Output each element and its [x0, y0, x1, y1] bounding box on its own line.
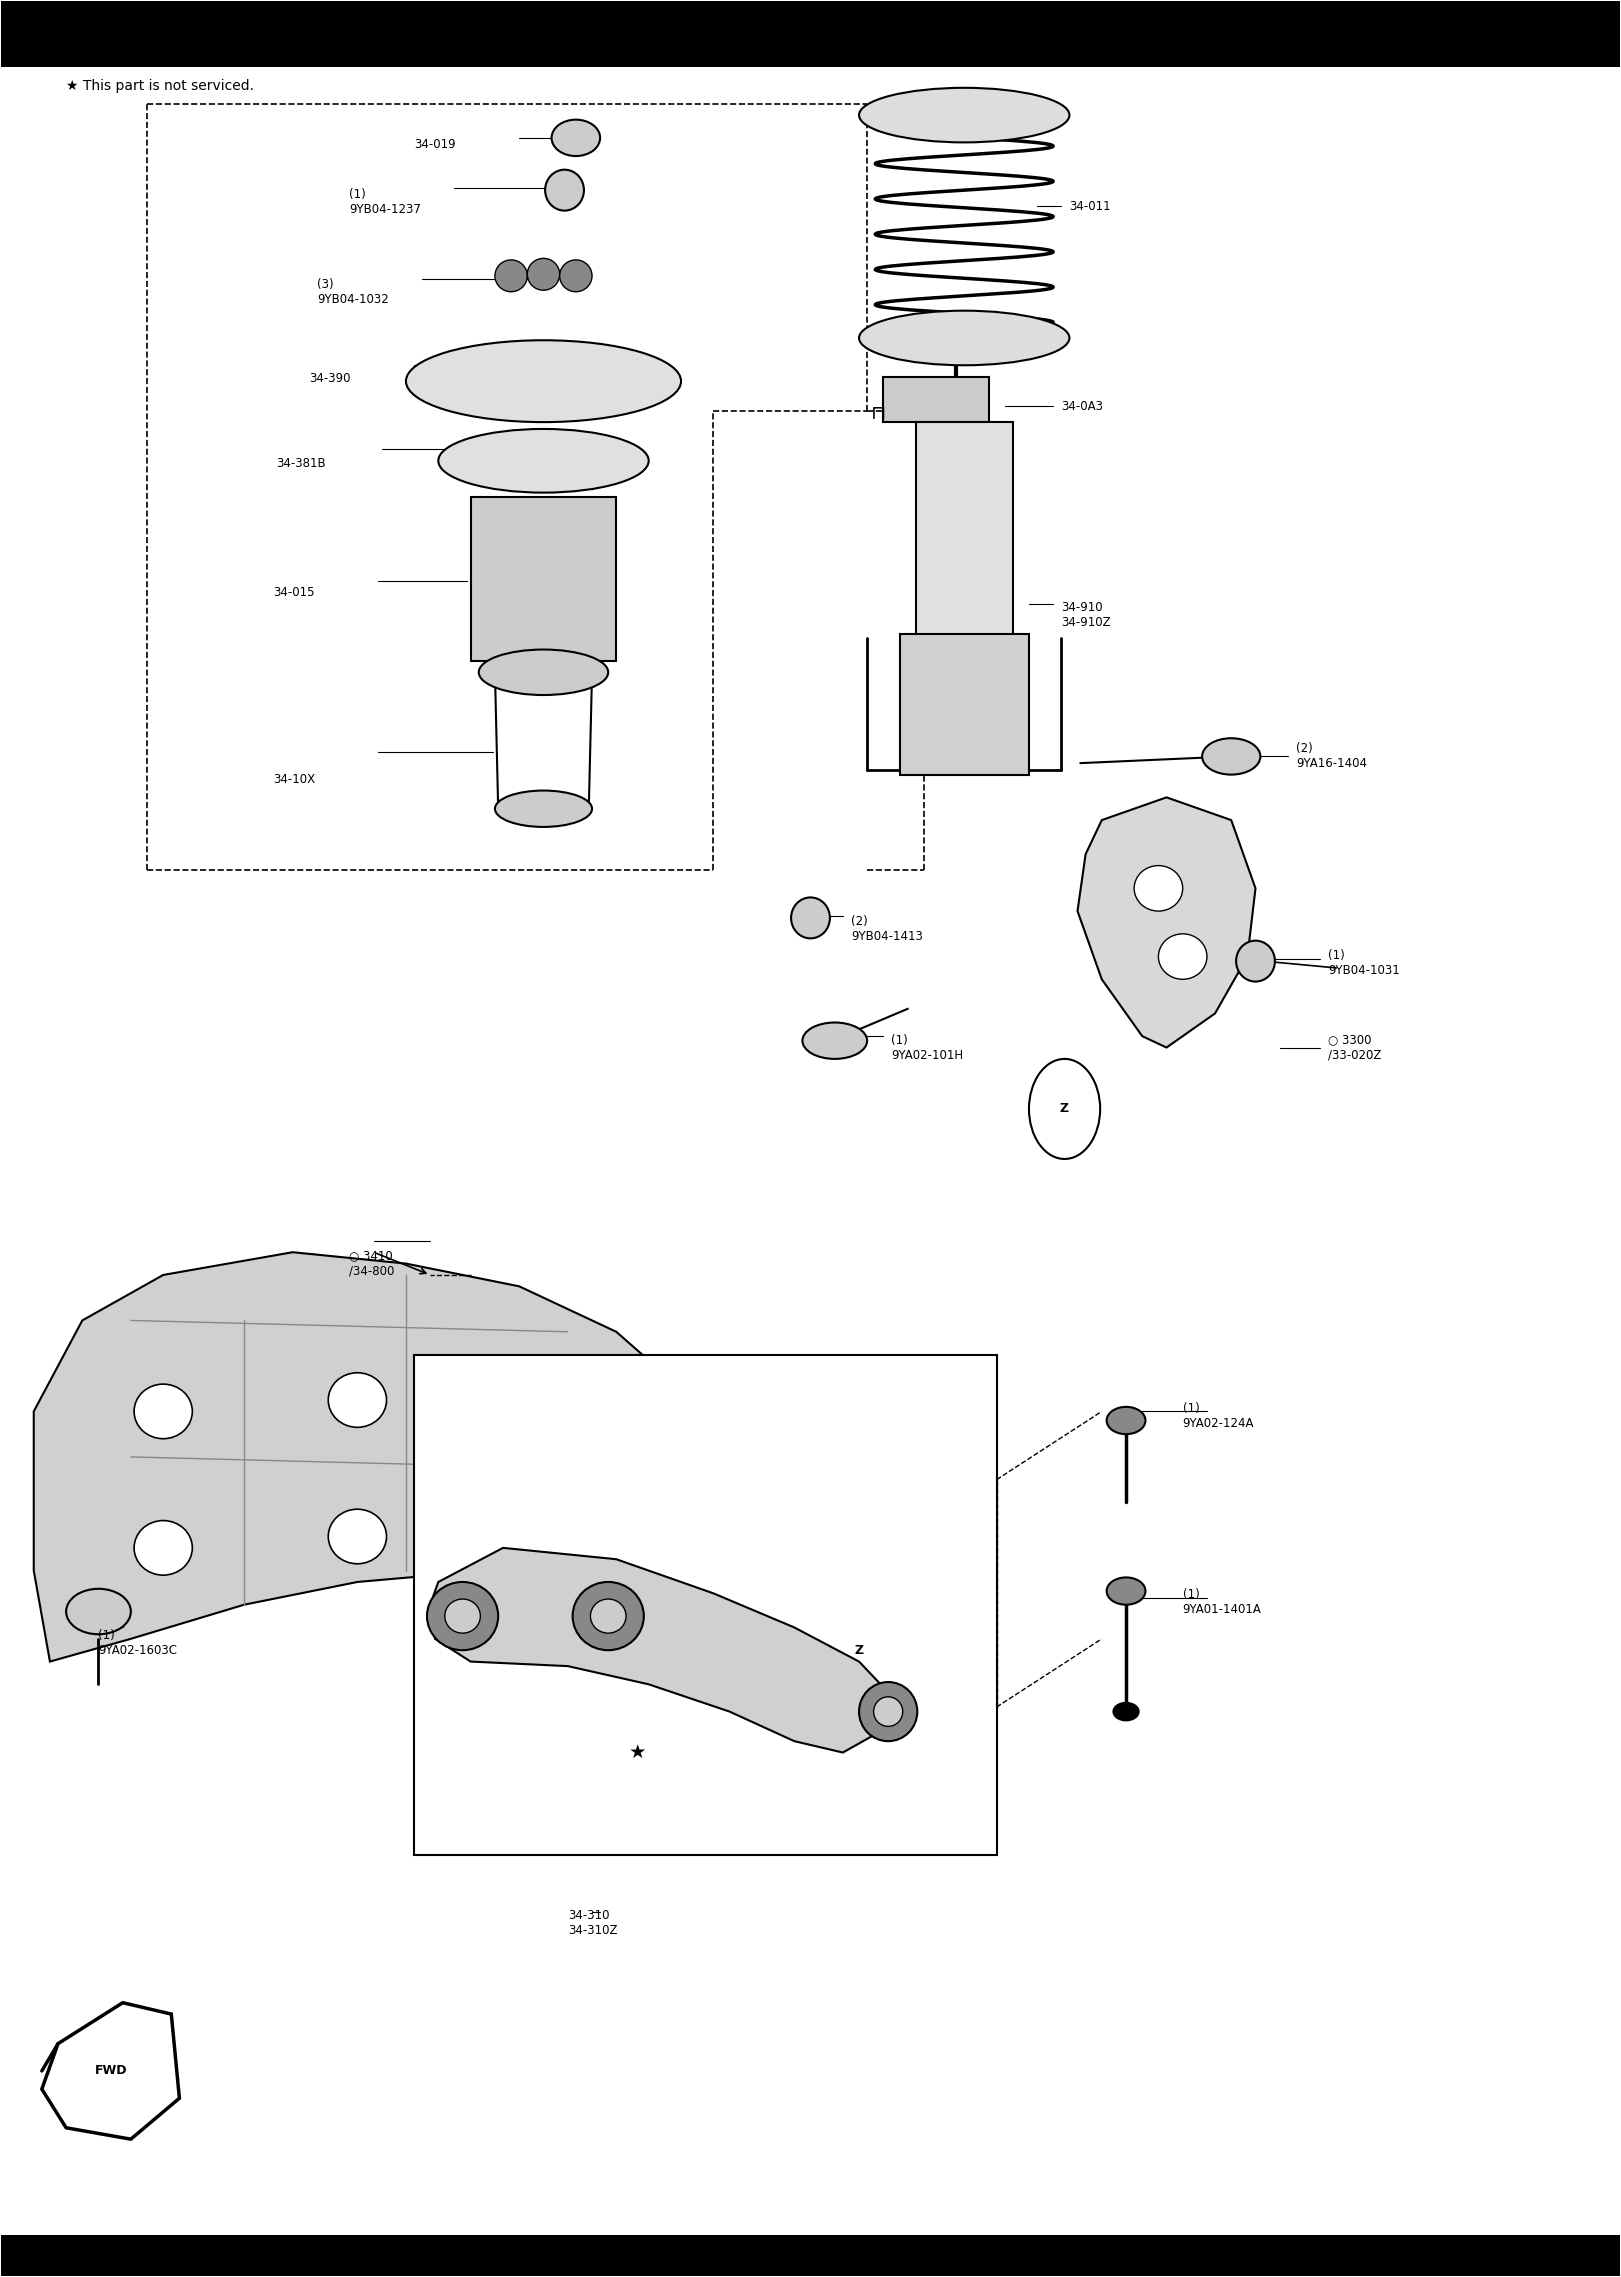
Text: 34-019: 34-019 [413, 139, 456, 150]
Ellipse shape [551, 121, 600, 157]
Text: FWD: FWD [96, 2065, 128, 2077]
Text: ⊓: ⊓ [870, 403, 887, 421]
Text: Z: Z [854, 1644, 864, 1658]
Ellipse shape [859, 89, 1070, 143]
Ellipse shape [859, 1683, 917, 1742]
Text: ★: ★ [629, 1742, 647, 1762]
Ellipse shape [1203, 738, 1261, 774]
Ellipse shape [572, 1583, 644, 1651]
Polygon shape [430, 1548, 892, 1753]
FancyBboxPatch shape [900, 633, 1029, 774]
Text: 34-381B: 34-381B [277, 458, 326, 469]
Text: 34-310
34-310Z: 34-310 34-310Z [567, 1908, 618, 1938]
Text: ★ This part is not serviced.: ★ This part is not serviced. [66, 77, 254, 93]
Text: 34-910
34-910Z: 34-910 34-910Z [1062, 601, 1110, 628]
Text: 34-470: 34-470 [494, 1660, 537, 1674]
Ellipse shape [478, 649, 608, 694]
Text: 34-390: 34-390 [310, 373, 350, 385]
Text: ○ 3300
/33-020Z: ○ 3300 /33-020Z [1328, 1034, 1381, 1061]
FancyBboxPatch shape [2, 2234, 1619, 2275]
Ellipse shape [494, 260, 527, 291]
Ellipse shape [859, 310, 1070, 364]
FancyBboxPatch shape [883, 376, 989, 421]
Text: Z: Z [1060, 1102, 1070, 1116]
Ellipse shape [329, 1373, 386, 1428]
Text: 34-011: 34-011 [1070, 200, 1110, 212]
Text: 34-0A3: 34-0A3 [1062, 401, 1104, 412]
FancyBboxPatch shape [470, 496, 616, 660]
Text: (1)
9YA01-1401A: (1) 9YA01-1401A [1183, 1589, 1261, 1617]
Text: (1)
9YA02-101H: (1) 9YA02-101H [892, 1034, 963, 1061]
Text: (1)
9YA02-1603C: (1) 9YA02-1603C [99, 1630, 177, 1658]
Ellipse shape [1107, 1578, 1146, 1605]
Polygon shape [42, 2004, 180, 2138]
Ellipse shape [1114, 1703, 1140, 1721]
Ellipse shape [538, 1384, 597, 1439]
Text: (2)
9YA16-1404: (2) 9YA16-1404 [1295, 742, 1367, 770]
Ellipse shape [1237, 940, 1276, 981]
Ellipse shape [135, 1521, 193, 1576]
Polygon shape [1078, 797, 1256, 1047]
Ellipse shape [545, 171, 584, 209]
Ellipse shape [66, 1589, 131, 1635]
Text: 34-10X: 34-10X [274, 772, 316, 786]
FancyBboxPatch shape [916, 421, 1013, 638]
Text: (1)
9YB04-1237: (1) 9YB04-1237 [349, 187, 421, 216]
Ellipse shape [559, 260, 592, 291]
Ellipse shape [405, 339, 681, 421]
Text: 34-015: 34-015 [274, 585, 314, 599]
FancyBboxPatch shape [2, 2, 1619, 68]
Ellipse shape [802, 1022, 867, 1059]
Ellipse shape [1135, 865, 1183, 911]
Ellipse shape [1107, 1407, 1146, 1435]
Ellipse shape [874, 1696, 903, 1726]
Ellipse shape [426, 1583, 498, 1651]
Ellipse shape [590, 1598, 626, 1633]
FancyBboxPatch shape [413, 1355, 997, 1856]
Text: (1)
9YA02-124A: (1) 9YA02-124A [1183, 1403, 1255, 1430]
Ellipse shape [791, 897, 830, 938]
Polygon shape [34, 1252, 681, 1662]
Ellipse shape [538, 1521, 597, 1576]
Ellipse shape [444, 1598, 480, 1633]
Text: (2)
9YB04-1413: (2) 9YB04-1413 [851, 915, 922, 943]
Ellipse shape [1159, 934, 1208, 979]
Ellipse shape [329, 1510, 386, 1564]
Ellipse shape [527, 257, 559, 289]
Text: (1)
9YB04-1031: (1) 9YB04-1031 [1328, 950, 1401, 977]
Text: ○ 3410
/34-800: ○ 3410 /34-800 [349, 1250, 394, 1277]
Ellipse shape [135, 1384, 193, 1439]
Text: (3)
9YB04-1032: (3) 9YB04-1032 [318, 278, 389, 307]
Ellipse shape [494, 790, 592, 827]
Ellipse shape [438, 428, 648, 492]
